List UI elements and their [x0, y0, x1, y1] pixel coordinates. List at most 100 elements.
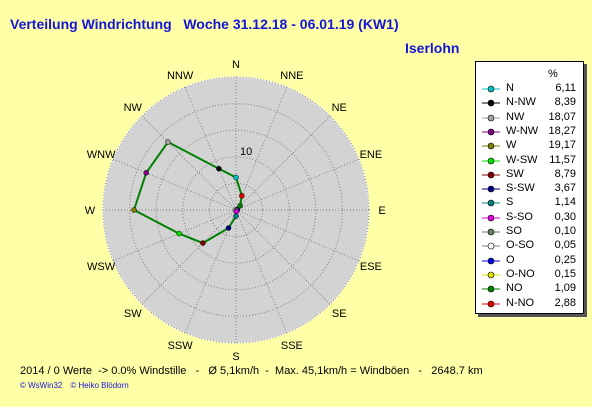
point-WNW — [143, 170, 149, 176]
direction-label-NE: NE — [332, 102, 347, 114]
spoke-NE — [235, 115, 331, 211]
spoke-WNW — [112, 158, 237, 211]
direction-label-N: N — [232, 59, 240, 71]
legend-value: 19,17 — [548, 139, 576, 152]
legend-name: NW — [506, 110, 525, 123]
legend-item-sw: SW 8,79 — [482, 168, 582, 182]
ring-1 — [182, 156, 290, 264]
legend-name: N-NW — [506, 96, 536, 109]
direction-label-ESE: ESE — [360, 261, 382, 273]
legend-name: SO — [506, 225, 522, 237]
legend-unit: % — [548, 68, 558, 80]
copyright: © WsWin32 © Heiko Blödorn — [20, 381, 129, 390]
ring-2 — [155, 129, 317, 291]
spoke-WSW — [112, 209, 237, 262]
spoke-SW — [141, 209, 237, 305]
legend-swatch — [482, 185, 500, 193]
spoke-SSW — [184, 209, 237, 334]
legend-swatch — [482, 285, 500, 293]
spoke-NW — [141, 115, 237, 211]
legend-value: 11,57 — [549, 153, 576, 166]
legend-swatch — [482, 99, 500, 107]
ring-0 — [208, 182, 264, 238]
direction-label-E: E — [378, 205, 385, 217]
legend: % N 6,11 N-NW 8,39 NW 18,07 W-NW 18,27 W 19,17 W-S… — [475, 61, 584, 314]
legend-item-n-nw: N-NW 8,39 — [482, 96, 582, 110]
legend-swatch — [482, 300, 500, 307]
legend-name: S-SO — [506, 210, 533, 223]
legend-swatch — [482, 114, 500, 121]
point-SSW — [225, 225, 232, 231]
legend-swatch — [482, 214, 500, 221]
legend-name: O-NO — [506, 267, 535, 280]
direction-label-ENE: ENE — [360, 149, 383, 161]
direction-label-SW: SW — [124, 308, 142, 320]
legend-swatch — [482, 228, 500, 236]
legend-swatch — [482, 242, 500, 250]
legend-name: O-SO — [506, 239, 535, 252]
legend-value: 0,25 — [554, 253, 576, 266]
point-SW — [200, 240, 206, 246]
direction-label-SSW: SSW — [168, 340, 194, 352]
legend-item-s-so: S-SO 0,30 — [482, 211, 582, 225]
legend-swatch — [482, 85, 500, 93]
legend-swatch — [482, 200, 500, 207]
point-W — [131, 207, 137, 213]
legend-value: 8,79 — [554, 167, 576, 180]
legend-item-s: S 1,14 — [482, 196, 582, 210]
legend-item-s-sw: S-SW 3,67 — [482, 182, 582, 196]
ring-label: 10 — [240, 146, 252, 158]
direction-label-SSE: SSE — [281, 340, 303, 352]
legend-name: NO — [506, 282, 523, 295]
legend-value: 6,11 — [555, 82, 576, 94]
direction-label-WSW: WSW — [87, 261, 116, 273]
legend-swatch — [482, 171, 500, 179]
legend-item-w: W 19,17 — [482, 139, 582, 153]
legend-swatch — [482, 157, 500, 164]
direction-labels: N NNE NE ENE E ESE SE SSE S SSW SW WSW W WNW NW NNW — [85, 59, 386, 363]
legend-name: S — [506, 196, 514, 209]
point-SSE — [233, 208, 240, 215]
chart-title: Verteilung Windrichtung Woche 31.12.18 -… — [10, 16, 399, 32]
legend-item-n-no: N-NO 2,88 — [482, 297, 582, 311]
direction-label-S: S — [232, 351, 239, 363]
legend-item-o: O 0,25 — [482, 254, 582, 268]
legend-swatch — [482, 128, 500, 136]
point-N — [233, 174, 239, 181]
legend-value: 0,30 — [554, 210, 576, 223]
legend-item-no: NO 1,09 — [482, 282, 582, 296]
copyright-right: © Heiko Blödorn — [70, 381, 129, 390]
ring-3 — [129, 103, 343, 317]
legend-item-nw: NW 18,07 — [482, 111, 582, 125]
point-S — [233, 213, 239, 219]
legend-item-o-no: O-NO 0,15 — [482, 268, 582, 282]
direction-label-W: W — [85, 205, 96, 217]
spoke-SSE — [235, 209, 288, 334]
spoke-NNW — [184, 86, 237, 211]
point-NW — [165, 139, 171, 145]
legend-value: 1,09 — [554, 282, 576, 295]
wind-rose-chart: N NNE NE ENE E ESE SE SSE S SSW SW WSW W WNW NW NNW 10 — [85, 59, 386, 363]
legend-item-n: N 6,11 — [482, 82, 582, 96]
direction-label-NW: NW — [124, 102, 143, 114]
legend-value: 2,88 — [554, 296, 576, 309]
legend-name: O — [506, 253, 515, 266]
legend-value: 18,27 — [548, 124, 576, 137]
direction-label-NNW: NNW — [167, 70, 194, 82]
direction-label-SE: SE — [332, 308, 347, 320]
copyright-left: © WsWin32 — [20, 381, 63, 390]
legend-item-w-sw: W-SW 11,57 — [482, 154, 582, 168]
spoke-ENE — [235, 158, 360, 211]
location-label: Iserlohn — [405, 40, 460, 56]
point-NE — [237, 203, 243, 209]
legend-value: 0,10 — [554, 225, 576, 237]
spoke-ESE — [235, 209, 360, 262]
footer-stats: 2014 / 0 Werte -> 0.0% Windstille - Ø 5,… — [20, 365, 483, 377]
legend-value: 1,14 — [554, 196, 576, 209]
legend-swatch — [482, 142, 500, 150]
legend-value: 8,39 — [554, 96, 576, 109]
legend-swatch — [482, 271, 500, 279]
legend-name: SW — [506, 167, 524, 180]
legend-item-w-nw: W-NW 18,27 — [482, 125, 582, 139]
point-WSW — [176, 230, 182, 237]
